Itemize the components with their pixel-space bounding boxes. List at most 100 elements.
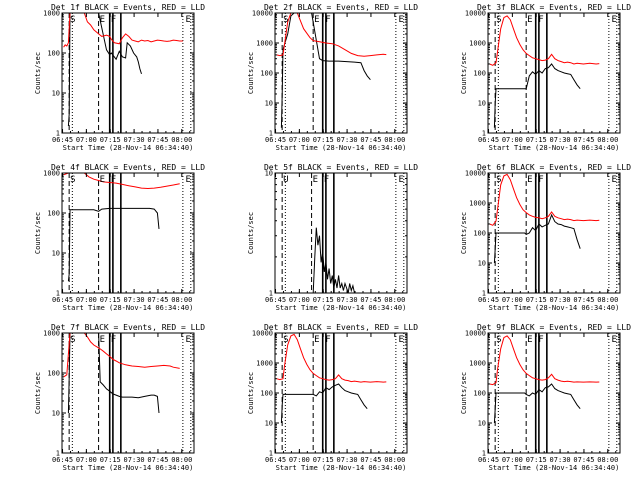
panel-title: Det 3f BLACK = Events, RED = LLD [477, 3, 631, 12]
y-tick-label: 1000 [469, 360, 486, 368]
x-tick-label: 08:00 [597, 136, 618, 144]
x-tick-label: 07:30 [124, 136, 145, 144]
x-tick-label: 07:45 [573, 456, 594, 464]
y-tick-label: 1000 [43, 10, 60, 18]
x-tick-label: 06:45 [478, 136, 499, 144]
y-axis-label: Counts/sec [247, 372, 255, 414]
x-tick-label: 07:00 [76, 456, 97, 464]
x-axis-label: Start Time (28-Nov-14 06:34:40) [63, 144, 194, 152]
marker-label: E [611, 15, 616, 25]
x-tick-label: 07:30 [550, 296, 571, 304]
marker-label: E [100, 15, 105, 25]
x-tick-label: 08:00 [171, 296, 192, 304]
x-tick-label: 07:45 [147, 456, 168, 464]
panel-title: Det 1f BLACK = Events, RED = LLD [51, 3, 205, 12]
series-events [493, 63, 581, 128]
axes-box [274, 172, 408, 294]
series-lld [489, 335, 600, 386]
y-tick-label: 1000 [469, 200, 486, 208]
y-tick-label: 10000 [465, 170, 486, 178]
marker-label: E [314, 335, 319, 345]
series-events [312, 227, 355, 293]
x-tick-label: 07:30 [337, 456, 358, 464]
marker-label: S [283, 15, 288, 25]
y-tick-label: 1000 [256, 360, 273, 368]
y-tick-label: 10 [265, 420, 273, 428]
y-tick-label: 100 [260, 390, 273, 398]
marker-label: E [611, 175, 616, 185]
marker-label: E [185, 15, 190, 25]
series-events [67, 207, 160, 282]
series-events [493, 383, 581, 424]
panel-title: Det 7f BLACK = Events, RED = LLD [51, 323, 205, 332]
y-tick-label: 1 [269, 450, 273, 458]
marker-label: F [538, 335, 543, 345]
x-tick-label: 07:45 [147, 296, 168, 304]
y-tick-label: 1000 [43, 330, 60, 338]
panel-title: Det 6f BLACK = Events, RED = LLD [477, 163, 631, 172]
y-tick-label: 1000 [43, 170, 60, 178]
marker-label: F [325, 335, 330, 345]
series-events [67, 333, 160, 414]
marker-label: U [283, 175, 288, 185]
series-lld [276, 333, 387, 383]
plot-area [489, 333, 618, 453]
x-tick-label: 07:15 [100, 296, 121, 304]
y-tick-label: 100 [473, 70, 486, 78]
x-tick-label: 08:00 [597, 456, 618, 464]
series-events [280, 383, 368, 424]
marker-label: S [70, 335, 75, 345]
marker-label: E [398, 15, 403, 25]
marker-label: S [496, 335, 501, 345]
series-lld [63, 13, 183, 48]
y-tick-label: 10 [478, 100, 486, 108]
y-tick-label: 1 [56, 290, 60, 298]
y-tick-label: 10 [52, 90, 60, 98]
y-tick-label: 100 [47, 370, 60, 378]
marker-label: E [527, 175, 532, 185]
x-tick-label: 06:45 [52, 296, 73, 304]
x-axis-label: Start Time (28-Nov-14 06:34:40) [276, 144, 407, 152]
marker-label: E [611, 335, 616, 345]
marker-label: F [111, 335, 116, 345]
x-tick-label: 08:00 [384, 136, 405, 144]
x-tick-label: 07:45 [573, 136, 594, 144]
x-tick-label: 07:30 [550, 136, 571, 144]
series-lld [276, 13, 387, 57]
plot-area [489, 173, 618, 293]
x-tick-label: 07:15 [313, 456, 334, 464]
x-tick-label: 07:45 [573, 296, 594, 304]
x-tick-label: 07:15 [100, 136, 121, 144]
axes-box [274, 12, 408, 134]
y-tick-label: 10000 [465, 330, 486, 338]
x-tick-label: 07:00 [76, 136, 97, 144]
marker-label: E [398, 335, 403, 345]
y-axis-label: Counts/sec [34, 52, 42, 94]
x-axis-label: Start Time (28-Nov-14 06:34:40) [489, 304, 620, 312]
y-axis-label: Counts/sec [247, 212, 255, 254]
y-tick-label: 10 [478, 260, 486, 268]
marker-label: E [100, 175, 105, 185]
x-tick-label: 07:30 [124, 296, 145, 304]
x-tick-label: 06:45 [478, 456, 499, 464]
x-axis-label: Start Time (28-Nov-14 06:34:40) [489, 464, 620, 472]
y-tick-label: 100 [260, 70, 273, 78]
panel-title: Det 5f BLACK = Events, RED = LLD [264, 163, 418, 172]
y-tick-label: 1000 [469, 40, 486, 48]
marker-label: F [538, 175, 543, 185]
marker-label: E [314, 15, 319, 25]
y-tick-label: 1000 [256, 40, 273, 48]
marker-label: F [538, 15, 543, 25]
plot-area [281, 173, 405, 293]
x-tick-label: 07:15 [313, 136, 334, 144]
marker-label: E [100, 335, 105, 345]
panel-title: Det 2f BLACK = Events, RED = LLD [264, 3, 418, 12]
y-tick-label: 100 [47, 210, 60, 218]
x-tick-label: 07:15 [526, 456, 547, 464]
marker-label: E [185, 175, 190, 185]
x-tick-label: 06:45 [52, 456, 73, 464]
marker-label: S [496, 15, 501, 25]
marker-label: S [283, 335, 288, 345]
